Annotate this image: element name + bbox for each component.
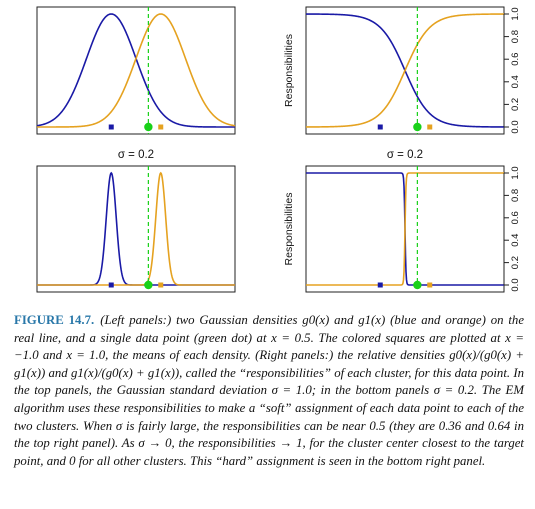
y-tick-label: 0.2 — [510, 98, 521, 111]
data-point-dot — [144, 122, 153, 132]
figure-panels: 0.0 0.2 0.4 0.6 0.8 1.0 Responsibilities σ = 0.… — [36, 6, 521, 293]
blue-mean-square — [108, 282, 114, 288]
orange-mean-square — [427, 282, 433, 288]
panel-frame — [36, 6, 236, 135]
orange-curve — [306, 172, 504, 286]
panel-title: σ = 0.2 — [118, 149, 154, 161]
y-tick-label: 0.6 — [510, 53, 521, 66]
data-point-dot — [413, 122, 422, 132]
panel-top-left — [36, 6, 236, 135]
orange-mean-square — [427, 124, 433, 130]
y-tick-label: 1.0 — [510, 166, 521, 179]
blue-mean-square — [377, 124, 383, 130]
panel-bottom-left: σ = 0.2 — [36, 149, 236, 293]
y-tick-label: 0.0 — [510, 278, 521, 291]
figure-caption: FIGURE 14.7. (Left panels:) two Gaussian … — [14, 312, 524, 470]
orange-curve — [37, 171, 235, 286]
data-point-dot — [413, 280, 422, 290]
y-tick-label: 0.2 — [510, 256, 521, 269]
y-tick-label: 0.4 — [510, 75, 521, 88]
y-tick-label: 0.6 — [510, 211, 521, 224]
data-point-dot — [144, 280, 153, 290]
y-axis-label: Responsibilities — [283, 193, 295, 266]
y-tick-label: 0.4 — [510, 234, 521, 247]
caption-text: (Left panels:) two Gaussian densities g0… — [14, 313, 524, 468]
y-tick-label: 0.0 — [510, 120, 521, 133]
orange-curve — [37, 13, 236, 128]
blue-mean-square — [377, 282, 383, 288]
blue-curve — [37, 171, 235, 286]
panel-top-right: 0.0 0.2 0.4 0.6 0.8 1.0 Responsibilities — [283, 6, 521, 135]
y-tick-label: 1.0 — [510, 7, 521, 20]
panel-bottom-right: 0.0 0.2 0.4 0.6 0.8 1.0 Responsibilities σ = 0.… — [283, 149, 521, 293]
panel-title: σ = 0.2 — [387, 149, 423, 161]
blue-curve — [36, 13, 235, 128]
orange-mean-square — [158, 282, 164, 288]
orange-mean-square — [158, 124, 164, 130]
caption-label: FIGURE 14.7. — [14, 313, 95, 327]
blue-mean-square — [108, 124, 114, 130]
panel-frame — [36, 165, 236, 293]
orange-curve — [306, 13, 504, 128]
y-axis-label: Responsibilities — [283, 34, 295, 107]
y-tick-label: 0.8 — [510, 30, 521, 43]
y-tick-label: 0.8 — [510, 189, 521, 202]
